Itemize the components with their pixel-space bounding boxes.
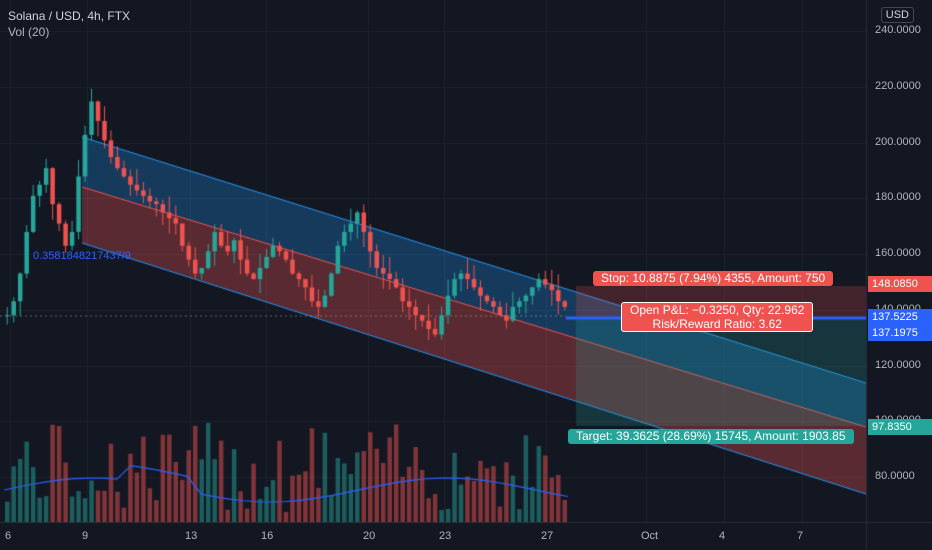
volume-indicator-label[interactable]: Vol (20) (8, 25, 50, 39)
entry-price-tag: 137.1975 (868, 325, 932, 341)
price-axis-tick: 200.0000 (875, 136, 921, 148)
time-axis-tick: Oct (641, 530, 659, 542)
last-price-tag: 137.5225 (868, 309, 932, 325)
target-price-tag: 97.8350 (868, 419, 932, 435)
time-axis-tick: 6 (5, 530, 12, 542)
time-axis-tick: 23 (439, 530, 452, 542)
time-axis-tick: 7 (797, 530, 804, 542)
open-pl-box[interactable]: Open P&L: −0.3250, Qty: 22.962 Risk/Rewa… (621, 302, 814, 332)
price-axis-tick: 120.0000 (875, 359, 921, 371)
stop-price-tag: 148.0850 (868, 276, 932, 292)
time-axis-tick: 4 (719, 530, 726, 542)
currency-button[interactable]: USD (880, 7, 914, 23)
risk-reward-label: Risk/Reward Ratio: 3.62 (652, 317, 782, 331)
time-axis-tick: 16 (261, 530, 274, 542)
time-axis-tick: 9 (82, 530, 89, 542)
open-pl-label: Open P&L: −0.3250, Qty: 22.962 (630, 303, 805, 317)
price-axis-tick: 180.0000 (875, 191, 921, 203)
time-axis-tick: 27 (541, 530, 554, 542)
symbol-title[interactable]: Solana / USD, 4h, FTX (8, 9, 131, 23)
stop-label[interactable]: Stop: 10.8875 (7.94%) 4355, Amount: 750 (593, 271, 834, 286)
price-axis-tick: 160.0000 (875, 247, 921, 259)
price-axis-tick: 220.0000 (875, 80, 921, 92)
price-axis-tick: 240.0000 (875, 24, 921, 36)
target-label[interactable]: Target: 39.3625 (28.69%) 15745, Amount: … (568, 429, 854, 444)
time-axis-tick: 20 (363, 530, 376, 542)
time-axis-tick: 13 (185, 530, 198, 542)
price-axis-tick: 80.0000 (875, 470, 915, 482)
chart-legend: Solana / USD, 4h, FTX Vol (20) (8, 8, 130, 40)
fib-level-label: 0.3581848217437/9 (33, 250, 131, 262)
